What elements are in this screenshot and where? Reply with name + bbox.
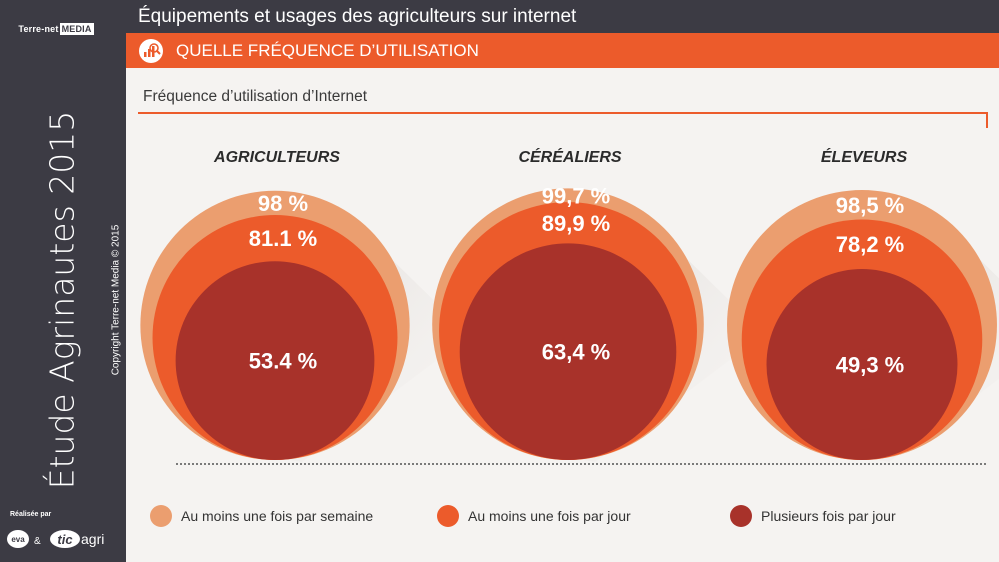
page-title: Équipements et usages des agriculteurs s… — [138, 6, 577, 27]
group-3-value-daily: 78,2 % — [836, 232, 905, 257]
logo-prefix: Terre-net — [18, 24, 59, 34]
ticagri-logo-tic: tic — [50, 530, 80, 548]
legend-swatch-several-daily — [730, 505, 752, 527]
group-2-value-weekly: 99,7 % — [542, 183, 611, 208]
partner-ampersand: & — [34, 536, 41, 547]
legend-swatch-weekly — [150, 505, 172, 527]
legend-label-weekly: Au moins une fois par semaine — [181, 508, 374, 524]
group-3-circle-several-daily — [766, 269, 958, 460]
group-1-title: AGRICULTEURS — [213, 149, 340, 166]
title-divider — [138, 112, 988, 128]
group-3-value-weekly: 98,5 % — [836, 193, 905, 218]
group-1-value-weekly: 98 % — [258, 191, 308, 216]
group-1-value-daily: 81.1 % — [249, 226, 318, 251]
logo-suffix: MEDIA — [59, 23, 94, 35]
section-bar: QUELLE FRÉQUENCE D’UTILISATION — [126, 33, 999, 68]
eva-logo: eva — [7, 530, 29, 548]
group-2-value-daily: 89,9 % — [542, 211, 611, 236]
chart-baseline — [176, 463, 986, 465]
group-3-title: ÉLEVEURS — [821, 147, 908, 166]
legend-item-weekly: Au moins une fois par semaine — [150, 505, 373, 527]
group-2-title: CÉRÉALIERS — [518, 147, 621, 166]
group-1-circle-several-daily — [175, 261, 375, 460]
section-title: QUELLE FRÉQUENCE D’UTILISATION — [176, 40, 479, 60]
legend-label-daily: Au moins une fois par jour — [468, 508, 631, 524]
page-header: Équipements et usages des agriculteurs s… — [126, 0, 999, 34]
ticagri-logo: tic agri — [50, 527, 122, 551]
chart-magnifier-icon — [139, 38, 163, 63]
legend-item-daily: Au moins une fois par jour — [437, 505, 631, 527]
legend-item-several-daily: Plusieurs fois par jour — [730, 505, 896, 527]
sidebar: Terre-net MEDIA Étude Agrinautes 2015 Cop… — [0, 0, 126, 562]
legend-label-several-daily: Plusieurs fois par jour — [761, 508, 896, 524]
ticagri-logo-agri: agri — [81, 531, 105, 547]
group-3-value-several-daily: 49,3 % — [836, 353, 905, 378]
terre-net-media-logo: Terre-net MEDIA — [8, 18, 104, 40]
legend-swatch-daily — [437, 505, 459, 527]
made-by-label: Réalisée par — [10, 511, 52, 518]
group-2-circle-several-daily — [459, 243, 677, 460]
group-2-value-several-daily: 63,4 % — [542, 340, 611, 365]
group-1-value-several-daily: 53.4 % — [249, 349, 318, 374]
chart-title: Fréquence d’utilisation d’Internet — [143, 88, 368, 105]
